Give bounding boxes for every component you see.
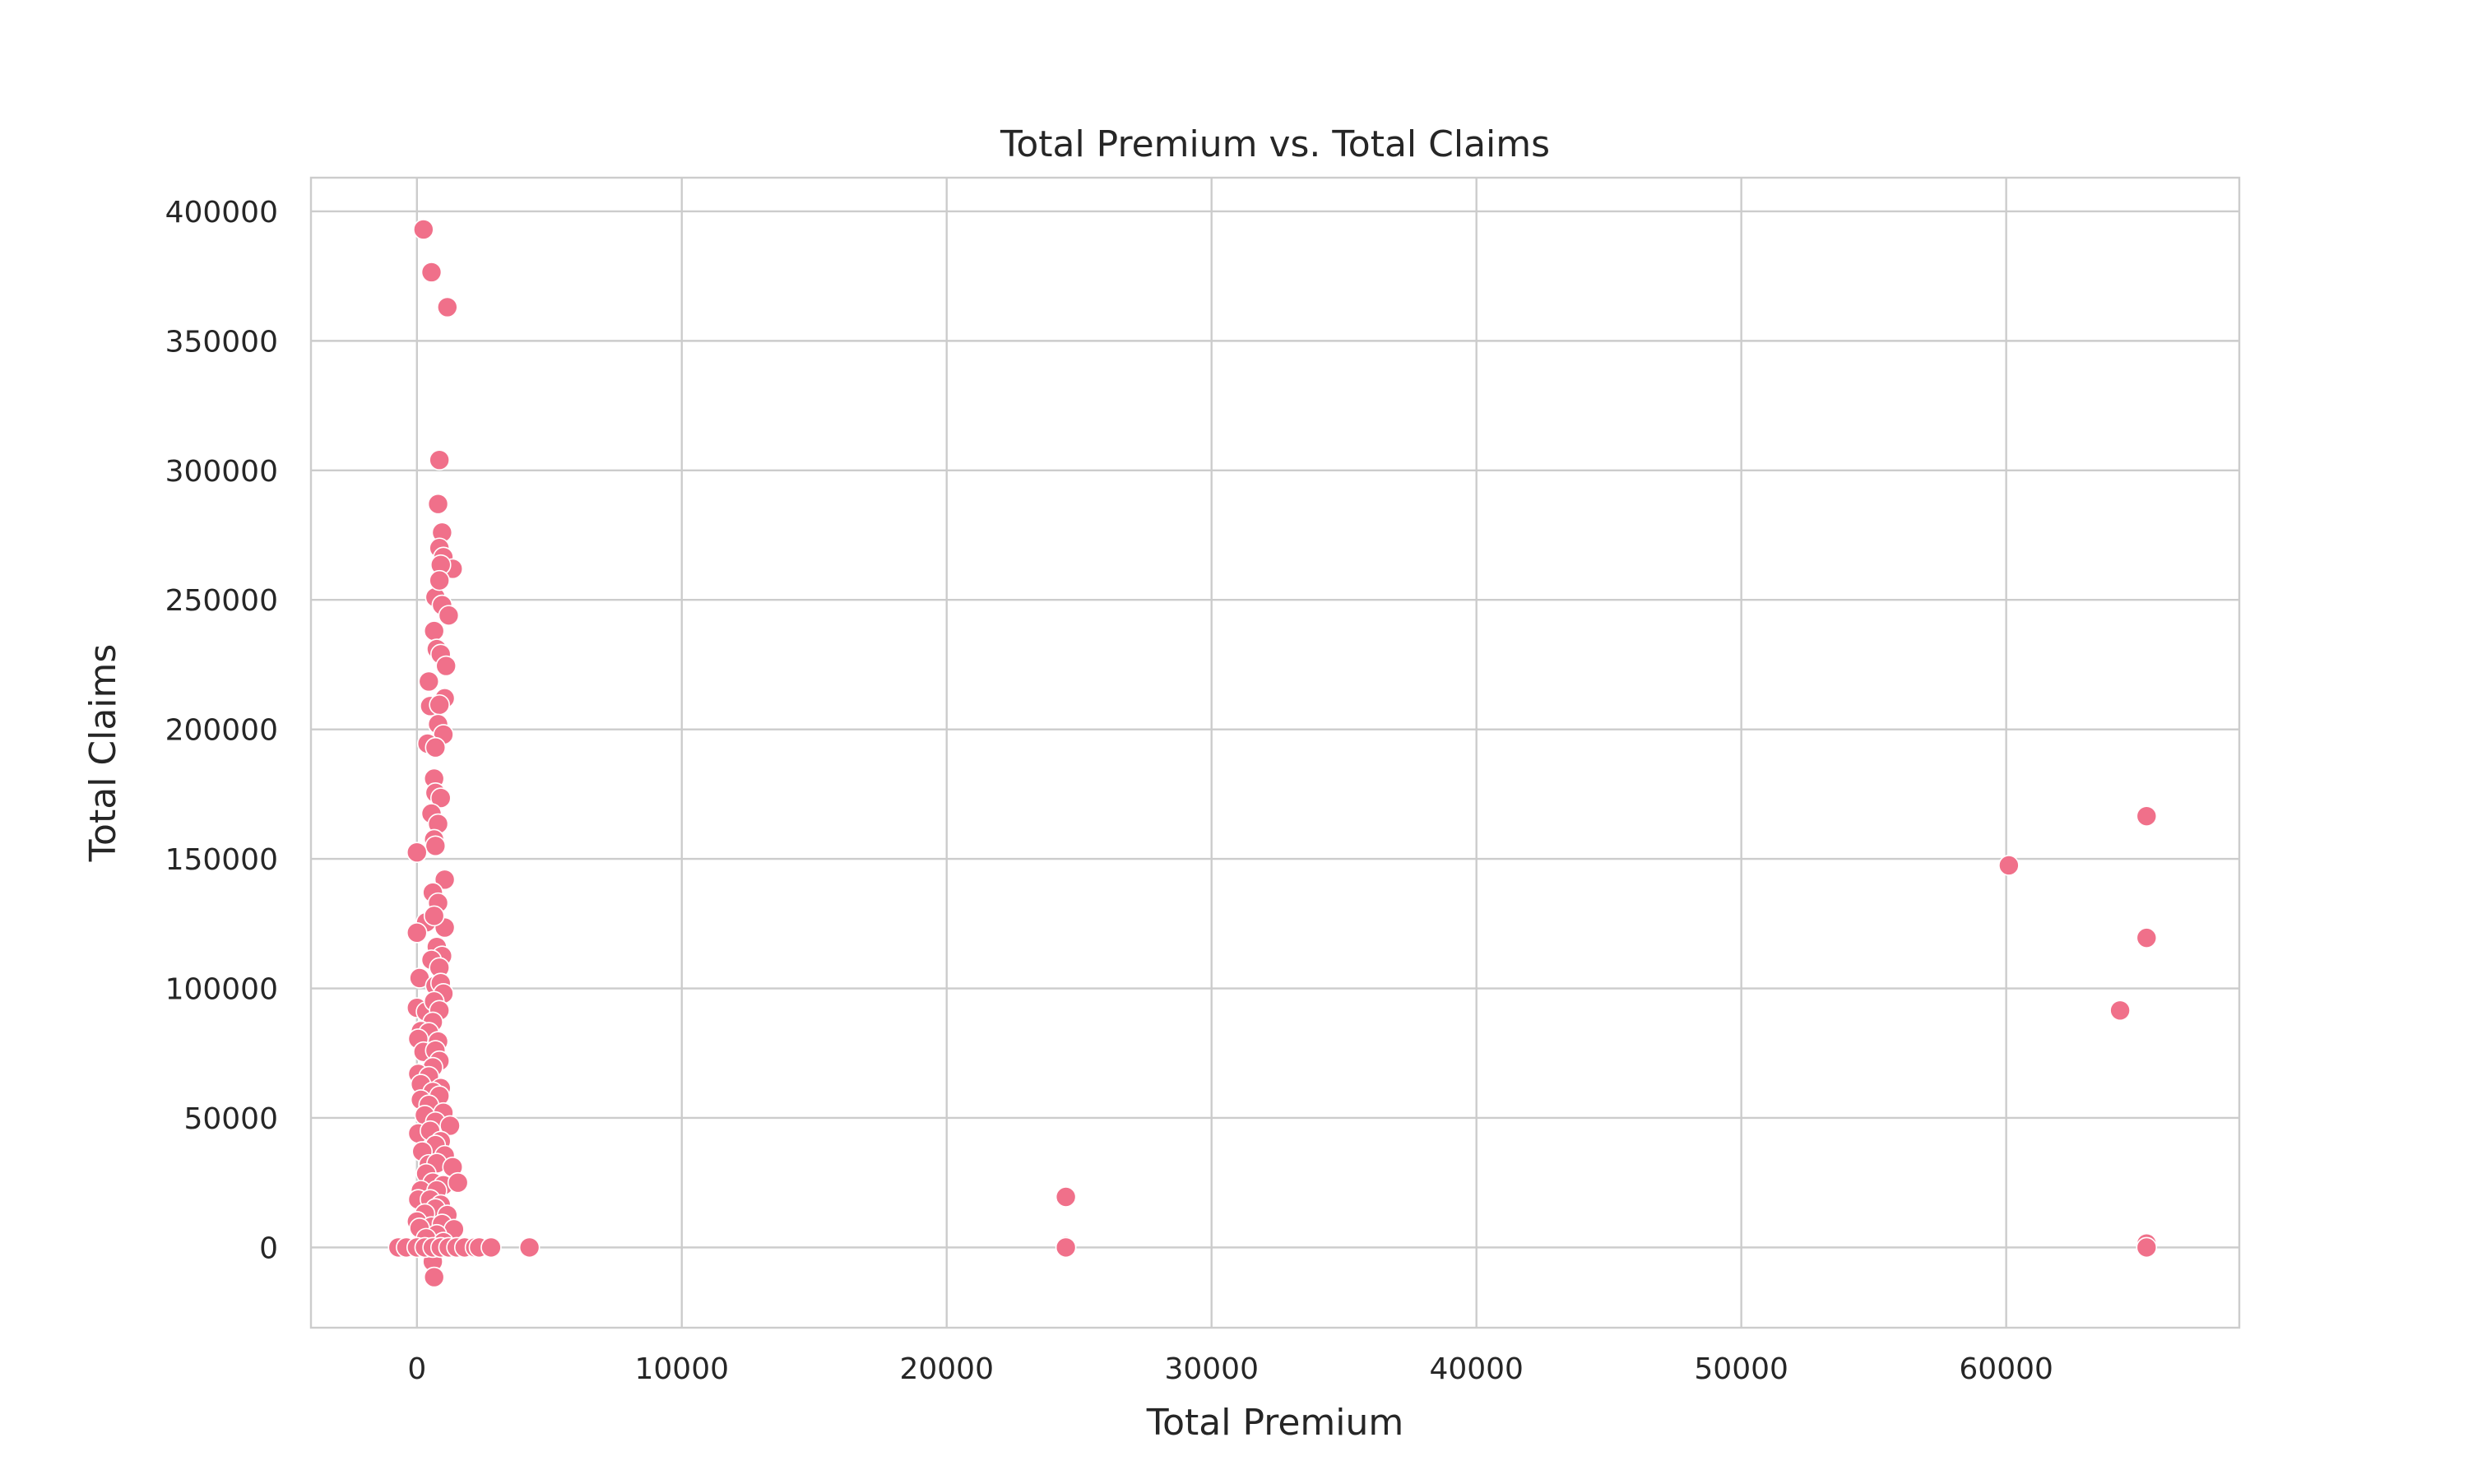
data-point [429, 449, 450, 471]
data-point [420, 262, 443, 283]
data-point [429, 569, 450, 591]
data-point [447, 1171, 469, 1194]
data-point [434, 869, 456, 891]
y-tick-label: 0 [259, 1231, 278, 1265]
y-tick-label: 400000 [165, 196, 278, 230]
y-tick-label: 150000 [165, 843, 278, 877]
y-tick-label: 250000 [165, 584, 278, 618]
data-point [1055, 1236, 1077, 1259]
chart-title: Total Premium vs. Total Claims [1000, 123, 1550, 165]
x-tick-label: 0 [407, 1352, 426, 1386]
data-point [2136, 1236, 2158, 1259]
x-tick-label: 50000 [1694, 1352, 1788, 1386]
data-point [439, 1115, 461, 1137]
data-point [1055, 1186, 1077, 1208]
data-point [429, 787, 452, 809]
data-point [2109, 999, 2131, 1022]
y-axis-label: Total Claims [82, 644, 124, 863]
data-point [423, 620, 445, 642]
x-tick-label: 10000 [635, 1352, 730, 1386]
data-point [424, 835, 447, 857]
data-point [437, 296, 458, 318]
data-points [387, 219, 2158, 1288]
data-point [480, 1236, 502, 1259]
x-axis-label: Total Premium [1146, 1402, 1404, 1444]
data-point [518, 1236, 540, 1259]
y-tick-label: 100000 [165, 973, 278, 1007]
y-tick-label: 50000 [183, 1102, 278, 1136]
y-tick-label: 350000 [165, 325, 278, 359]
x-tick-labels: 0 10000 20000 30000 40000 50000 60000 [407, 1352, 2053, 1386]
data-point [427, 493, 449, 515]
y-tick-labels: 0 50000 100000 150000 200000 250000 300000 3500… [165, 196, 278, 1265]
data-point [2136, 927, 2158, 948]
x-tick-label: 30000 [1164, 1352, 1259, 1386]
data-point [423, 905, 445, 927]
data-point [423, 1266, 445, 1288]
y-tick-label: 300000 [165, 455, 278, 489]
data-point [2136, 805, 2158, 827]
data-point [1998, 855, 2020, 876]
data-point [435, 655, 457, 677]
data-point [413, 219, 434, 240]
data-point [418, 670, 440, 693]
x-tick-label: 40000 [1429, 1352, 1524, 1386]
data-point [406, 842, 428, 864]
data-point [429, 693, 450, 716]
x-tick-label: 20000 [899, 1352, 994, 1386]
y-tick-label: 200000 [165, 714, 278, 748]
gridlines [311, 178, 2239, 1328]
x-tick-label: 60000 [1959, 1352, 2053, 1386]
data-point [406, 922, 428, 944]
plot-area-frame [309, 176, 2241, 1329]
data-point [424, 736, 447, 758]
data-point [438, 605, 460, 626]
